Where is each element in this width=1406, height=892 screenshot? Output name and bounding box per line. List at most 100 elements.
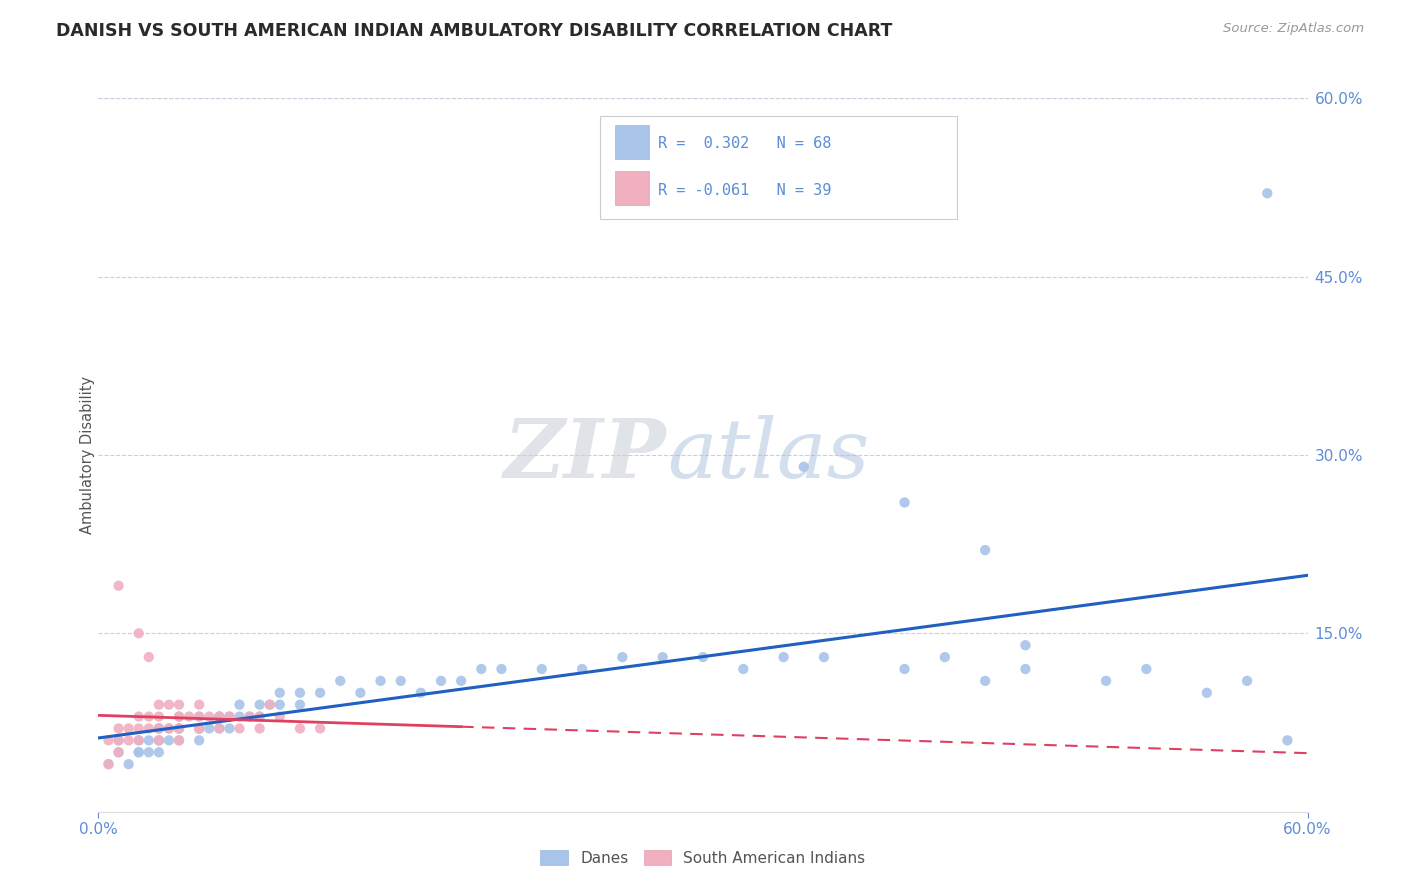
- Point: [97, 757, 120, 772]
- Point: [148, 745, 170, 759]
- Point: [249, 709, 271, 723]
- Point: [450, 673, 472, 688]
- Point: [188, 733, 211, 747]
- Point: [128, 709, 150, 723]
- Y-axis label: Ambulatory Disability: Ambulatory Disability: [80, 376, 94, 534]
- Point: [813, 650, 835, 665]
- Point: [107, 745, 129, 759]
- Point: [148, 698, 170, 712]
- Point: [107, 733, 129, 747]
- Point: [118, 722, 141, 736]
- Point: [571, 662, 593, 676]
- Text: DANISH VS SOUTH AMERICAN INDIAN AMBULATORY DISABILITY CORRELATION CHART: DANISH VS SOUTH AMERICAN INDIAN AMBULATO…: [56, 22, 893, 40]
- Point: [1277, 733, 1299, 747]
- FancyBboxPatch shape: [614, 125, 648, 159]
- Point: [269, 709, 291, 723]
- Point: [157, 722, 180, 736]
- Point: [208, 722, 231, 736]
- Point: [148, 722, 170, 736]
- Point: [288, 722, 311, 736]
- Point: [733, 662, 755, 676]
- Point: [107, 579, 129, 593]
- Point: [97, 757, 120, 772]
- Point: [269, 686, 291, 700]
- FancyBboxPatch shape: [600, 116, 957, 219]
- Point: [128, 733, 150, 747]
- Point: [309, 686, 332, 700]
- Point: [249, 722, 271, 736]
- Point: [138, 745, 160, 759]
- Point: [1014, 662, 1036, 676]
- Point: [188, 722, 211, 736]
- Point: [934, 650, 956, 665]
- Point: [239, 709, 262, 723]
- Point: [118, 757, 141, 772]
- Point: [218, 709, 240, 723]
- Point: [97, 733, 120, 747]
- Point: [409, 686, 432, 700]
- Point: [138, 709, 160, 723]
- Point: [138, 733, 160, 747]
- Point: [167, 733, 190, 747]
- Point: [148, 709, 170, 723]
- Point: [349, 686, 371, 700]
- Point: [128, 745, 150, 759]
- Point: [128, 733, 150, 747]
- Point: [259, 698, 281, 712]
- Point: [148, 722, 170, 736]
- Point: [1014, 638, 1036, 652]
- Point: [389, 673, 412, 688]
- Point: [167, 709, 190, 723]
- Point: [1135, 662, 1157, 676]
- Point: [167, 722, 190, 736]
- Point: [228, 709, 250, 723]
- Point: [107, 733, 129, 747]
- Point: [107, 722, 129, 736]
- Point: [148, 733, 170, 747]
- Point: [188, 709, 211, 723]
- Point: [157, 722, 180, 736]
- Point: [249, 709, 271, 723]
- Point: [138, 722, 160, 736]
- Point: [288, 686, 311, 700]
- Point: [128, 626, 150, 640]
- FancyBboxPatch shape: [614, 171, 648, 205]
- Point: [188, 722, 211, 736]
- Point: [269, 698, 291, 712]
- Text: atlas: atlas: [666, 415, 869, 495]
- Point: [430, 673, 453, 688]
- Point: [1095, 673, 1118, 688]
- Point: [157, 733, 180, 747]
- Point: [208, 709, 231, 723]
- Point: [128, 745, 150, 759]
- Point: [1236, 673, 1258, 688]
- Text: R =  0.302   N = 68: R = 0.302 N = 68: [658, 136, 831, 151]
- Point: [218, 722, 240, 736]
- Point: [167, 722, 190, 736]
- Point: [179, 709, 201, 723]
- Point: [259, 698, 281, 712]
- Point: [198, 722, 221, 736]
- Text: R = -0.061   N = 39: R = -0.061 N = 39: [658, 184, 831, 198]
- Point: [107, 745, 129, 759]
- Point: [329, 673, 352, 688]
- Point: [974, 673, 997, 688]
- Point: [148, 733, 170, 747]
- Point: [118, 733, 141, 747]
- Point: [309, 722, 332, 736]
- Point: [228, 722, 250, 736]
- Point: [167, 709, 190, 723]
- Point: [208, 709, 231, 723]
- Point: [249, 698, 271, 712]
- Point: [651, 650, 673, 665]
- Legend: Danes, South American Indians: Danes, South American Indians: [534, 844, 872, 871]
- Point: [157, 698, 180, 712]
- Point: [188, 709, 211, 723]
- Text: ZIP: ZIP: [505, 415, 666, 495]
- Point: [288, 698, 311, 712]
- Point: [128, 722, 150, 736]
- Point: [370, 673, 392, 688]
- Point: [530, 662, 553, 676]
- Point: [228, 698, 250, 712]
- Point: [138, 650, 160, 665]
